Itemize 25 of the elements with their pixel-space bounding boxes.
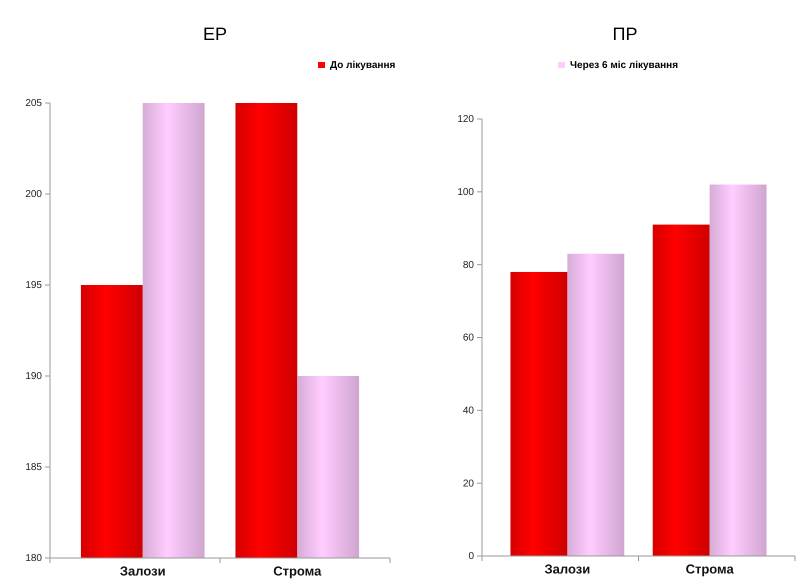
y-tick-label: 190 (25, 371, 42, 382)
y-tick-label: 120 (457, 114, 474, 126)
legend-label: До лікування (330, 60, 396, 71)
y-tick-label: 185 (25, 462, 42, 474)
x-tick-label: Залози (120, 563, 166, 578)
y-tick-label: 100 (457, 187, 474, 198)
bar (567, 254, 624, 556)
bar (710, 184, 767, 556)
x-tick-label: Строма (686, 561, 734, 576)
y-tick-label: 180 (25, 553, 42, 564)
y-tick-label: 200 (25, 189, 42, 200)
x-tick-label: Залози (544, 561, 590, 576)
y-tick-label: 40 (462, 406, 474, 417)
x-tick-label: Строма (273, 563, 322, 578)
y-tick-label: 60 (462, 332, 474, 344)
legend-label: Через 6 міс лікування (570, 60, 678, 71)
bar (652, 224, 710, 556)
y-tick-label: 80 (462, 260, 474, 271)
chart-title: ЕР (202, 24, 228, 44)
y-tick-label: 0 (468, 551, 474, 562)
bar (510, 272, 568, 556)
y-tick-label: 20 (462, 478, 474, 490)
y-tick-label: 195 (25, 280, 42, 292)
chart-title: ПР (612, 24, 638, 44)
y-tick-label: 205 (25, 98, 42, 110)
